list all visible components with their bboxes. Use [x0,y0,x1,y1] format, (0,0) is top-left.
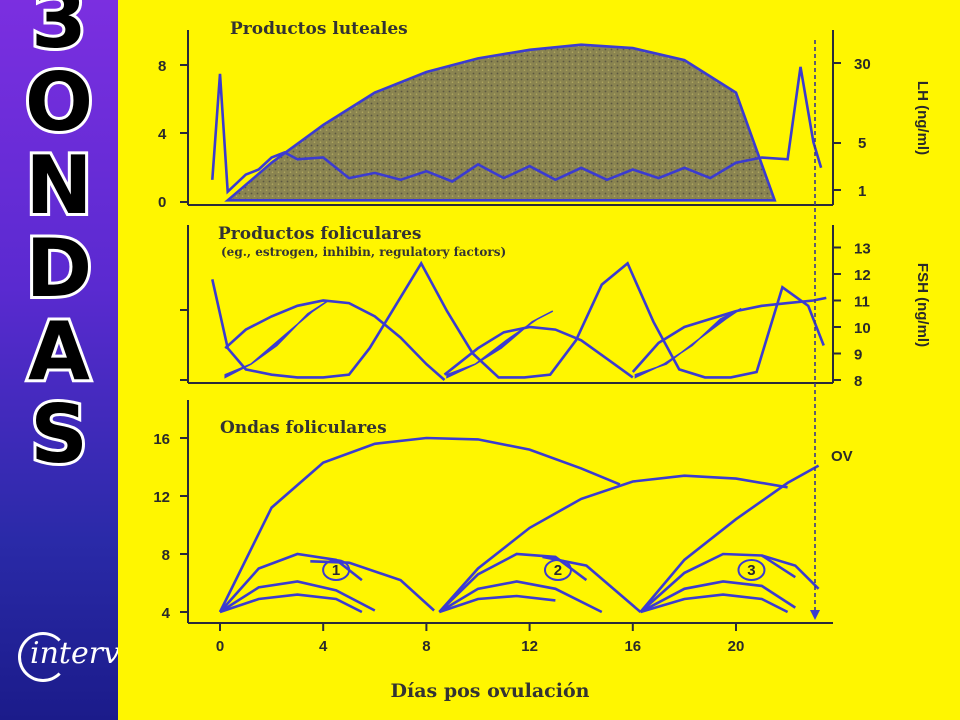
tick-label: 16 [624,638,641,655]
tick-label: 13 [854,241,871,258]
wave-series-line [438,552,588,613]
waves-title: Ondas foliculares [220,418,387,438]
luteal-area [224,43,777,202]
wave-label: 1 [332,562,340,579]
wave-series-line [219,593,363,614]
follicular-title: Productos foliculares [218,224,421,244]
sidebar-letter: D [23,222,95,315]
wave-series-line [639,552,797,613]
wave-series-line [438,474,788,613]
wave-series-line [310,560,435,612]
tick-label: 10 [854,320,871,337]
tick-label: 8 [854,373,862,390]
luteal-title: Productos luteales [230,19,408,39]
wave-x-ticks: 0 4 8 12 16 20 [216,623,745,655]
luteal-panel: Productos luteales 8 4 0 30 5 1 LH (ng/m… [158,19,931,211]
sidebar-letter: 3 [28,0,90,66]
chart-panel: Productos luteales 8 4 0 30 5 1 LH (ng/m… [118,0,960,720]
wave-series-line [438,580,603,614]
tick-label: 8 [158,58,166,75]
logo-text: interve [30,636,118,671]
fsh-axis-label: FSH (ng/ml) [914,263,931,347]
wave-label: 2 [554,562,562,579]
tick-label: 8 [422,638,430,655]
wave-series-line [219,552,363,613]
tick-label: 5 [858,135,866,152]
wave-series-line [219,580,376,614]
tick-label: 12 [521,638,538,655]
sidebar: 3 O N D A S interve [0,0,118,720]
tick-label: 16 [153,431,170,448]
wave-series-line [640,593,789,614]
tick-label: 12 [153,489,170,506]
follicular-product-line [631,296,827,373]
fsh-ticks: 8 9 10 11 12 13 [833,241,871,390]
wave-lines [218,436,820,614]
sidebar-letter: A [25,305,93,398]
tick-label: 20 [728,638,745,655]
tick-label: 0 [158,194,166,211]
wave-y-ticks: 4 8 12 16 [153,431,188,622]
follicular-subtitle: (eg., estrogen, inhibin, regulatory fact… [221,245,506,259]
tick-label: 11 [854,294,870,311]
follicular-product-line [224,299,446,381]
sidebar-letter: O [22,56,96,149]
chart-svg: Productos luteales 8 4 0 30 5 1 LH (ng/m… [153,19,931,702]
follicle-mark [446,310,554,379]
tick-label: 30 [854,56,871,73]
tick-label: 8 [162,547,170,564]
wave-label-circle [543,558,572,581]
wave-series-line [218,436,621,613]
follicle-mark [224,299,329,379]
wave-label-circle [322,558,351,581]
ovulation-arrow-icon [810,610,820,620]
logo-ring-icon [18,632,68,682]
tick-label: 4 [162,605,171,622]
tick-label: 1 [858,183,866,200]
sidebar-title: 3 O N D A S [0,0,118,481]
logo: interve [18,628,118,684]
tick-label: 9 [854,347,862,364]
lh-axis-label: LH (ng/ml) [914,81,931,155]
tick-label: 4 [319,638,328,655]
tick-label: 0 [216,638,224,655]
follicular-product-line [443,325,634,379]
follicular-products-panel: Productos foliculares (eg., estrogen, in… [180,224,931,390]
wave-series-line [438,594,556,614]
x-axis-label: Días pos ovulación [391,680,590,702]
wave-series-line [761,554,820,590]
wave-label: 3 [747,562,755,579]
wave-series-line [639,464,820,613]
wave-label-circle [737,558,766,581]
tick-label: 12 [854,267,871,284]
ov-annotation: OV [831,448,853,465]
sidebar-letter: N [23,139,96,232]
fsh-series-line [211,260,825,379]
tick-label: 4 [158,126,167,143]
lh-series-line [211,66,823,195]
wave-series-line [639,580,797,614]
wave-labels: 1 2 3 [322,558,766,581]
sidebar-letter: S [27,388,91,481]
